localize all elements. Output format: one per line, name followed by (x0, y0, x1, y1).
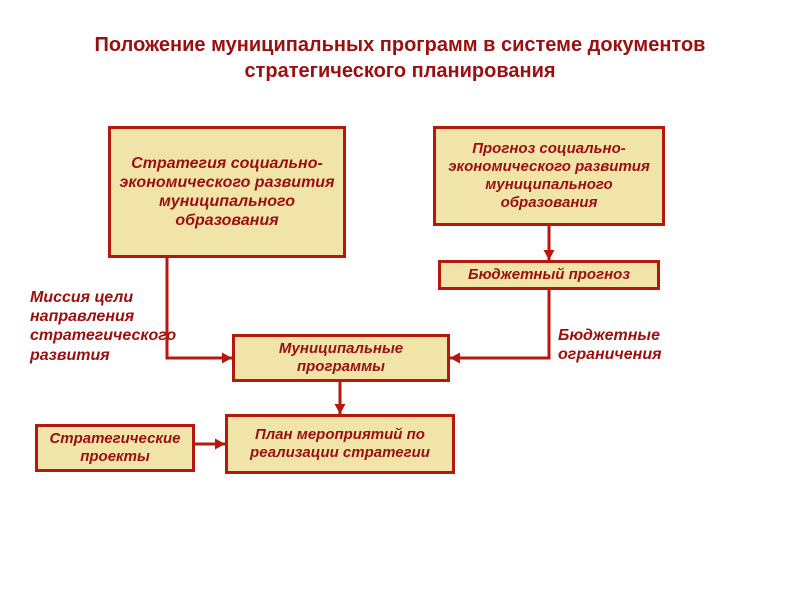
diagram-title: Положение муниципальных программ в систе… (90, 32, 710, 84)
node-plan: План мероприятий по реализации стратегии (225, 414, 455, 474)
node-budget-forecast: Бюджетный прогноз (438, 260, 660, 290)
node-forecast: Прогноз социально-экономического развити… (433, 126, 665, 226)
node-strategy: Стратегия социально-экономического разви… (108, 126, 346, 258)
label-budget-limits: Бюджетные ограничения (558, 326, 718, 364)
node-programs: Муниципальные программы (232, 334, 450, 382)
node-projects: Стратегические проекты (35, 424, 195, 472)
label-mission: Миссия цели направления стратегического … (30, 288, 210, 365)
diagram-canvas: Положение муниципальных программ в систе… (0, 0, 800, 600)
